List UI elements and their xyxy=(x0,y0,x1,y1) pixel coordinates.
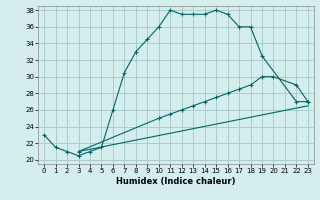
X-axis label: Humidex (Indice chaleur): Humidex (Indice chaleur) xyxy=(116,177,236,186)
